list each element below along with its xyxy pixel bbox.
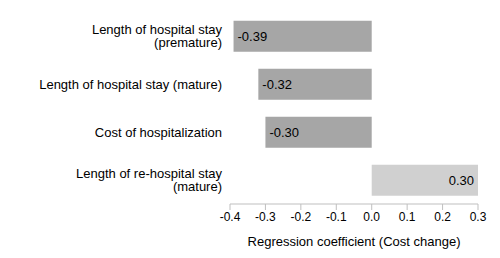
- svg-text:Cost of hospitalization: Cost of hospitalization: [95, 125, 222, 140]
- svg-text:-0.2: -0.2: [291, 210, 312, 224]
- svg-text:-0.3: -0.3: [255, 210, 276, 224]
- svg-text:0.30: 0.30: [449, 173, 474, 188]
- svg-text:Length of hospital stay(premat: Length of hospital stay(premature): [92, 22, 223, 50]
- svg-text:Length of re-hospital stay(mat: Length of re-hospital stay(mature): [76, 166, 222, 194]
- svg-text:-0.32: -0.32: [262, 77, 292, 92]
- svg-text:-0.1: -0.1: [326, 210, 347, 224]
- svg-text:-0.4: -0.4: [220, 210, 241, 224]
- svg-text:-0.39: -0.39: [238, 29, 268, 44]
- svg-text:0.1: 0.1: [399, 210, 416, 224]
- svg-text:Length of hospital stay (matur: Length of hospital stay (mature): [39, 77, 222, 92]
- svg-text:0.2: 0.2: [434, 210, 451, 224]
- svg-text:0.0: 0.0: [363, 210, 380, 224]
- svg-text:Regression coefficient (Cost c: Regression coefficient (Cost change): [248, 234, 461, 249]
- svg-text:-0.30: -0.30: [269, 125, 299, 140]
- svg-text:0.3: 0.3: [470, 210, 487, 224]
